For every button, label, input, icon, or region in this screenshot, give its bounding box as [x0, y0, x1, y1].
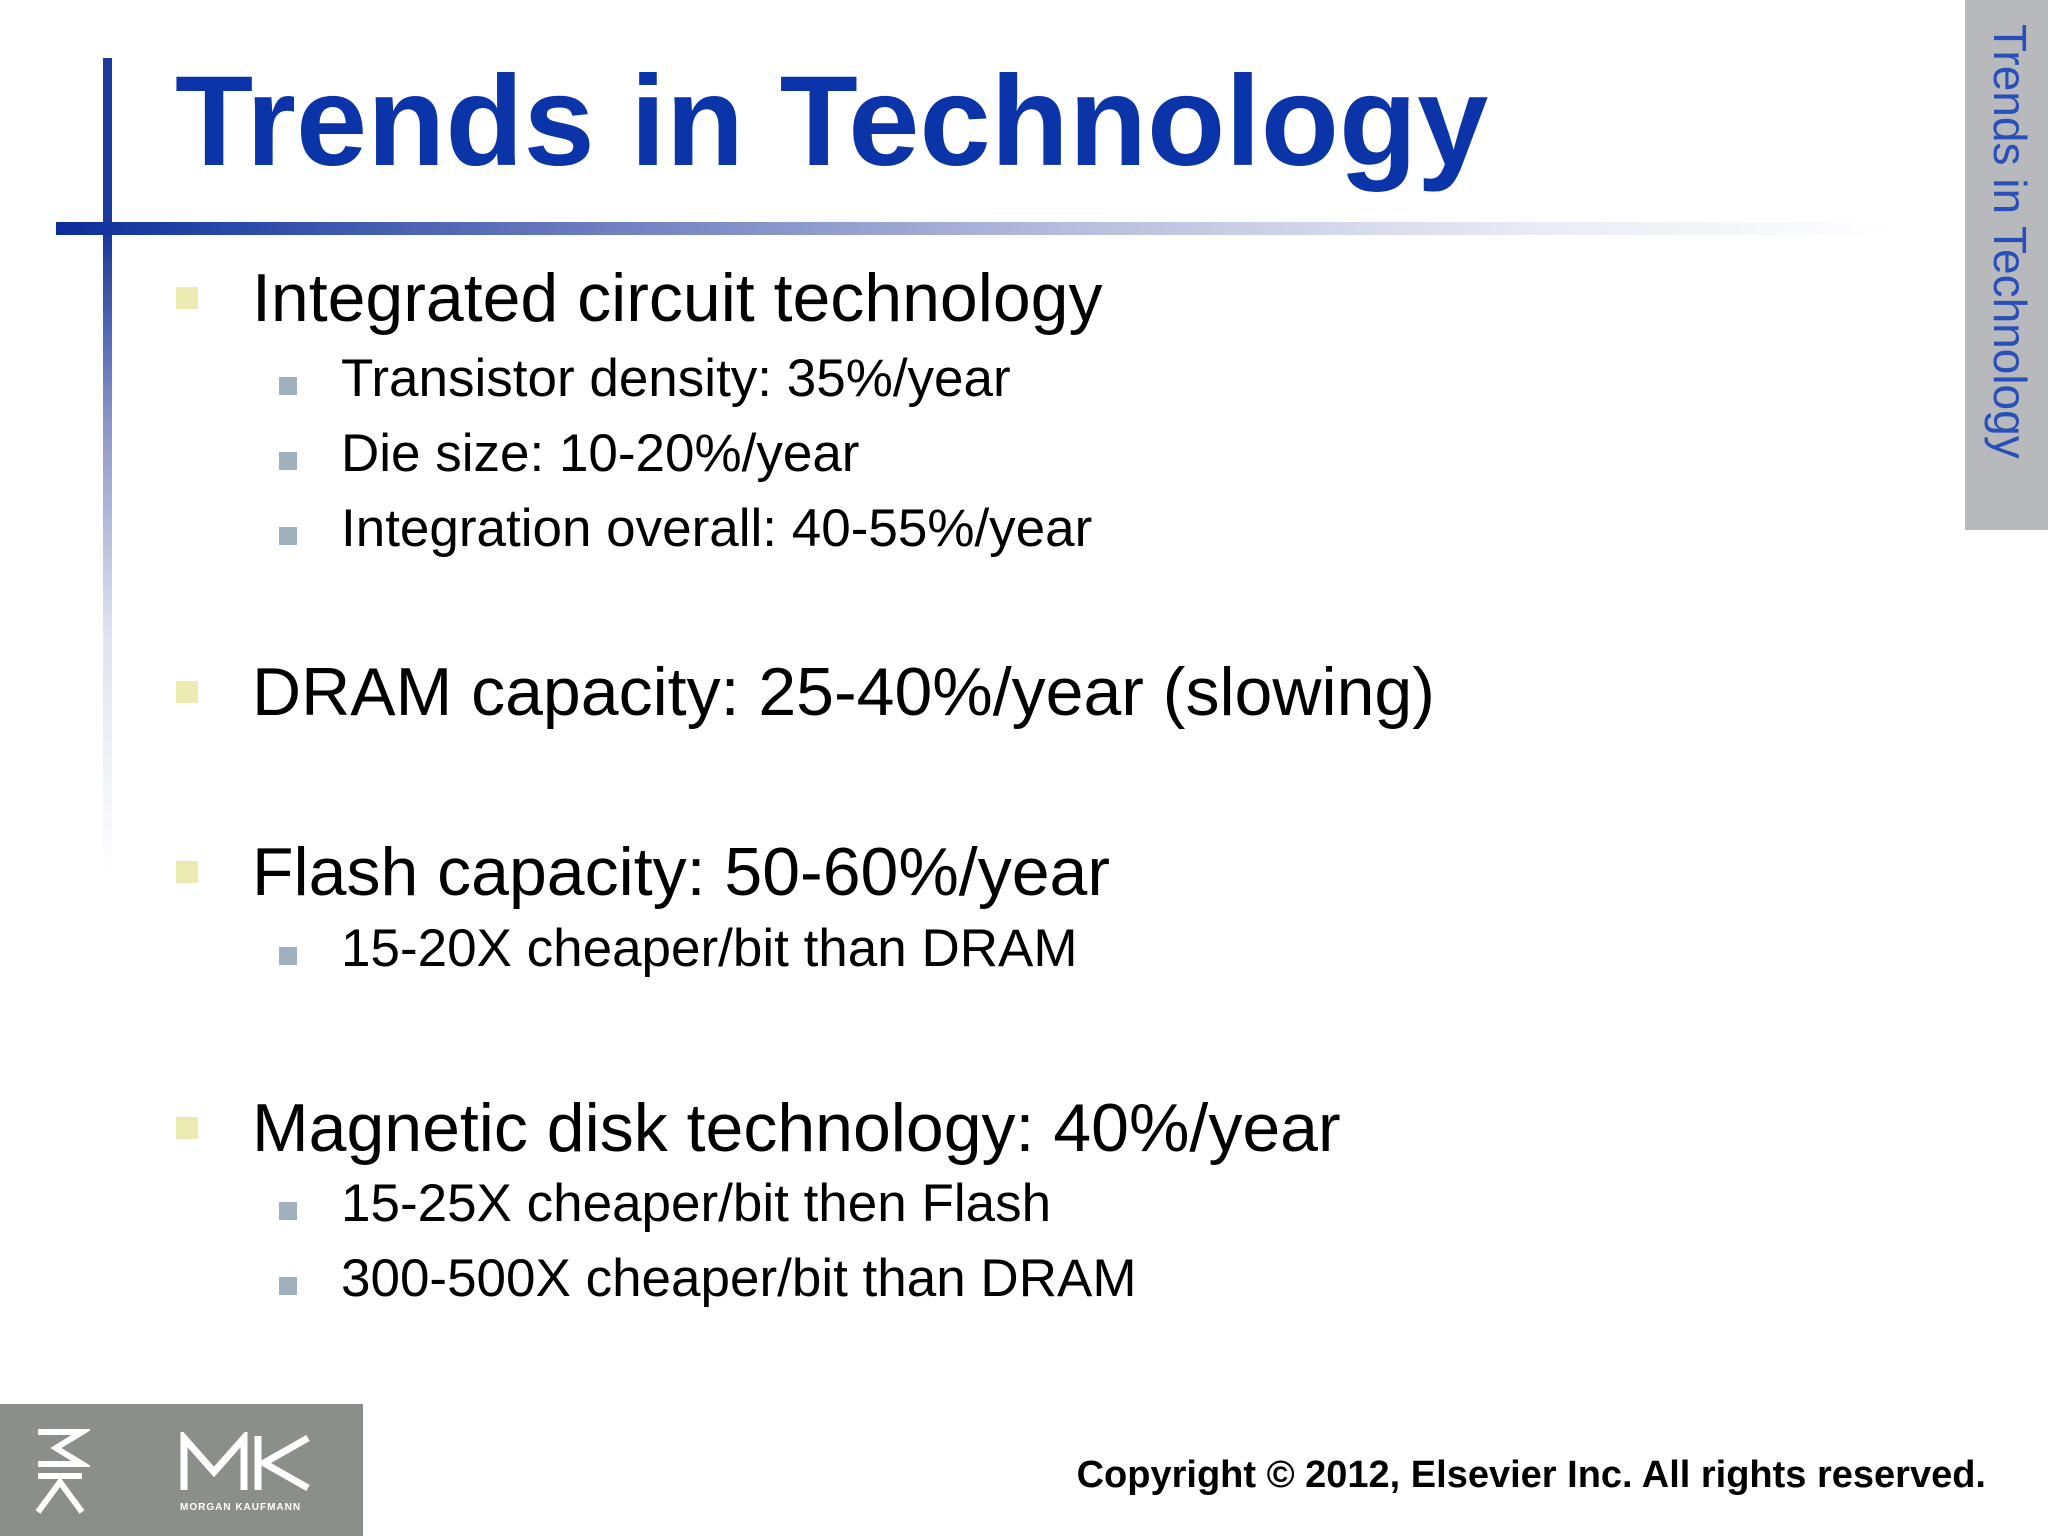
sub-bullet-marker	[279, 1202, 297, 1220]
side-tab-label: Trends in Technology	[1984, 24, 2036, 459]
sub-list-item: 15-25X cheaper/bit then Flash	[341, 1174, 1052, 1233]
copyright-notice: Copyright © 2012, Elsevier Inc. All righ…	[1076, 1454, 1986, 1496]
sub-list-item: Transistor density: 35%/year	[341, 349, 1011, 408]
logo-subtitle: MORGAN KAUFMANN	[180, 1502, 302, 1513]
sub-bullet-marker	[279, 527, 297, 545]
title-underline	[56, 222, 1896, 235]
sub-bullet-marker	[279, 947, 297, 965]
sub-bullet-marker	[279, 377, 297, 395]
mk-rotated-logo-icon	[35, 1429, 90, 1514]
sub-list-item: Die size: 10-20%/year	[341, 424, 860, 483]
sub-list-item: 15-20X cheaper/bit than DRAM	[341, 919, 1078, 978]
bullet-marker	[176, 1117, 198, 1139]
publisher-logo: MORGAN KAUFMANN	[0, 1404, 363, 1536]
bullet-marker	[176, 861, 198, 883]
vertical-accent-line	[103, 58, 112, 878]
mk-logo-icon	[180, 1432, 310, 1492]
sub-list-item: Integration overall: 40-55%/year	[341, 499, 1093, 558]
bullet-marker	[176, 681, 198, 703]
sub-list-item: 300-500X cheaper/bit than DRAM	[341, 1249, 1137, 1308]
list-item: DRAM capacity: 25-40%/year (slowing)	[252, 654, 1435, 730]
side-tab: Trends in Technology	[1965, 0, 2048, 530]
sub-bullet-marker	[279, 1277, 297, 1295]
list-item: Integrated circuit technology	[252, 260, 1103, 336]
list-item: Magnetic disk technology: 40%/year	[252, 1090, 1341, 1166]
sub-bullet-marker	[279, 452, 297, 470]
list-item: Flash capacity: 50-60%/year	[252, 834, 1110, 910]
bullet-marker	[176, 287, 198, 309]
slide-title: Trends in Technology	[175, 50, 1489, 193]
